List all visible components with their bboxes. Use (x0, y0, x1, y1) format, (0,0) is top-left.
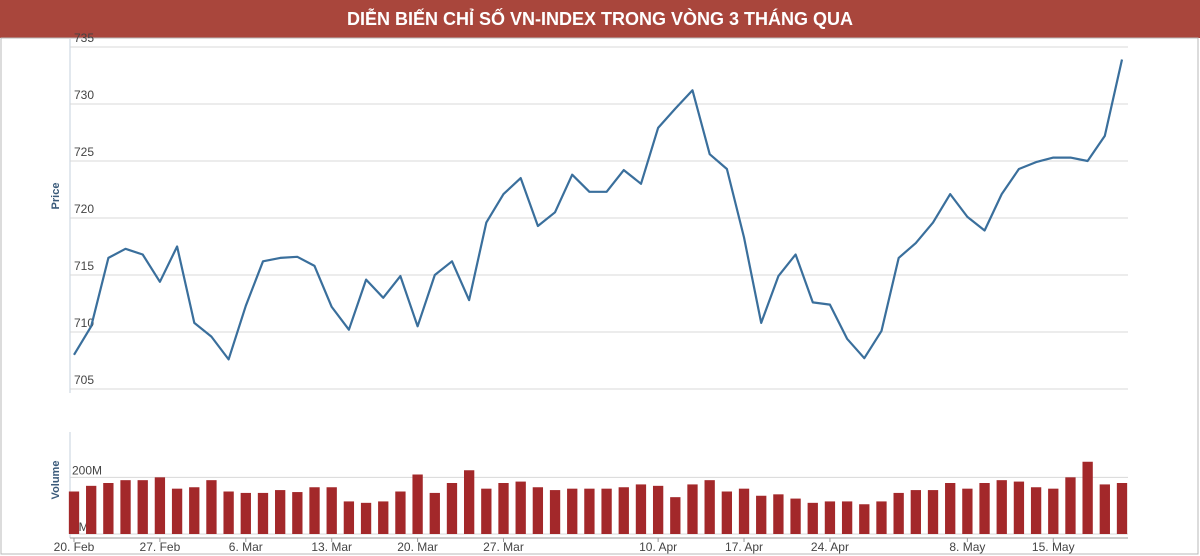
volume-bar (463, 470, 475, 534)
volume-bar (1116, 483, 1128, 534)
volume-bar (876, 501, 887, 534)
volume-bar (584, 488, 595, 534)
y-tick-label: 730 (74, 88, 94, 102)
y-axis-label: Price (50, 183, 62, 210)
volume-bar (567, 488, 578, 534)
volume-bar (910, 490, 921, 534)
volume-bar (446, 483, 458, 534)
volume-bar (756, 495, 767, 534)
volume-bar (481, 488, 492, 534)
volume-bar (738, 488, 750, 534)
volume-bar (773, 494, 784, 534)
volume-bar (704, 480, 715, 534)
volume-bar (137, 480, 148, 534)
volume-bar (927, 490, 939, 534)
volume-bar (154, 477, 166, 534)
volume-bar (532, 487, 544, 534)
volume-bar (962, 488, 973, 534)
volume-bar (120, 480, 131, 534)
volume-bar (378, 501, 389, 534)
x-tick-label: 17. Apr (725, 540, 763, 554)
volume-bar (635, 484, 647, 534)
volume-bar (68, 491, 80, 534)
x-tick-label: 27. Mar (483, 540, 524, 554)
y-tick-label: 715 (74, 259, 94, 273)
volume-bar (945, 483, 956, 534)
volume-bar (498, 483, 509, 534)
volume-bar (309, 487, 320, 534)
volume-bar (189, 487, 200, 534)
volume-bar (721, 491, 733, 534)
price-line (73, 59, 1124, 361)
x-tick-label: 6. Mar (229, 540, 263, 554)
x-tick-label: 20. Mar (397, 540, 438, 554)
x-tick-label: 13. Mar (311, 540, 352, 554)
volume-bar (601, 488, 612, 534)
volume-bar (257, 492, 269, 534)
x-tick-label: 27. Feb (140, 540, 181, 554)
y-tick-label: 710 (74, 316, 94, 330)
volume-bar (395, 491, 406, 534)
volume-bar (171, 488, 183, 534)
y2-tick-label: 200M (72, 464, 102, 478)
volume-bar (360, 502, 372, 534)
volume-bar (515, 481, 526, 534)
title-band (0, 0, 1200, 38)
chart-title: DIỄN BIẾN CHỈ SỐ VN-INDEX TRONG VÒNG 3 T… (347, 8, 853, 29)
y-tick-label: 705 (74, 373, 94, 387)
y-tick-label: 720 (74, 202, 94, 216)
x-tick-label: 20. Feb (54, 540, 95, 554)
volume-bar (790, 498, 801, 534)
x-tick-label: 8. May (949, 540, 985, 554)
y-tick-label: 725 (74, 145, 94, 159)
volume-bar (412, 474, 423, 534)
volume-bar (618, 487, 629, 534)
volume-bar (824, 501, 836, 534)
volume-bar (549, 490, 561, 534)
volume-bar (86, 485, 97, 534)
y2-axis-label: Volume (50, 461, 62, 500)
x-tick-label: 24. Apr (811, 540, 849, 554)
volume-bar (859, 504, 870, 534)
volume-bar (687, 484, 698, 534)
volume-bar (275, 490, 286, 534)
frame (0, 37, 1199, 555)
volume-bar (292, 492, 303, 534)
volume-bar (103, 483, 114, 534)
volume-bar (979, 483, 990, 534)
volume-bar (206, 480, 217, 534)
x-tick-label: 10. Apr (639, 540, 677, 554)
volume-bar (1048, 488, 1059, 534)
volume-bar (1013, 481, 1025, 534)
volume-bar (429, 492, 440, 534)
volume-bar (326, 487, 337, 534)
volume-bar (1099, 484, 1110, 534)
y-tick-label: 735 (74, 31, 94, 45)
volume-bar (996, 480, 1007, 534)
volume-bar (893, 492, 904, 534)
volume-bar (670, 497, 681, 534)
volume-bar (240, 492, 251, 534)
volume-bar (807, 502, 818, 534)
volume-bar (1082, 461, 1093, 534)
volume-bar (1030, 487, 1042, 534)
volume-bar (223, 491, 234, 534)
volume-bar (652, 485, 664, 534)
volume-bar (841, 501, 853, 534)
volume-bar (343, 501, 355, 534)
volume-bar (1065, 477, 1076, 534)
x-tick-label: 15. May (1032, 540, 1075, 554)
